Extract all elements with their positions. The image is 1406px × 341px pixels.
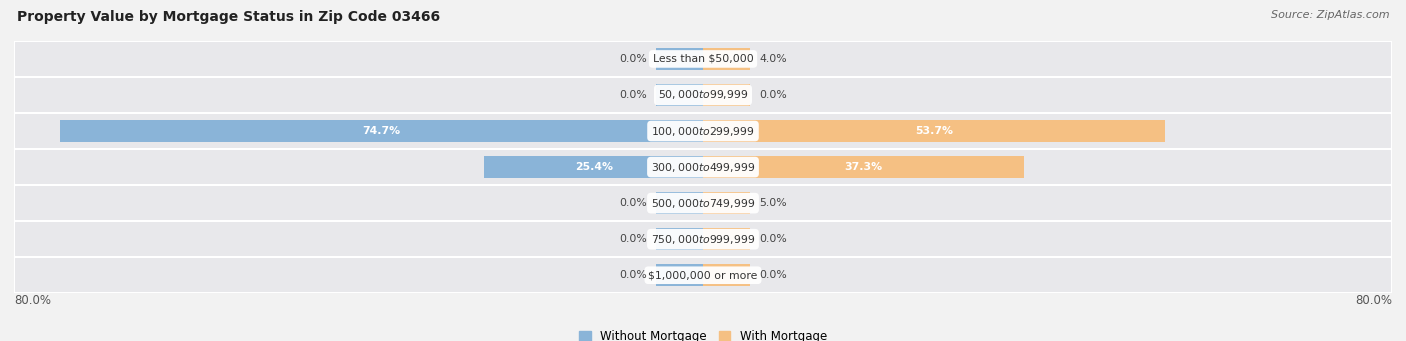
Text: 0.0%: 0.0% — [759, 90, 787, 100]
Text: 4.0%: 4.0% — [759, 54, 786, 64]
Text: 25.4%: 25.4% — [575, 162, 613, 172]
Bar — [59, 120, 703, 142]
Bar — [14, 41, 1392, 77]
Bar — [14, 77, 1392, 113]
Text: $500,000 to $749,999: $500,000 to $749,999 — [651, 197, 755, 210]
Text: 0.0%: 0.0% — [759, 270, 787, 280]
Text: 80.0%: 80.0% — [14, 294, 51, 307]
Bar — [703, 156, 1024, 178]
Text: 0.0%: 0.0% — [619, 234, 647, 244]
Bar — [655, 192, 703, 214]
Bar — [14, 149, 1392, 185]
Text: Less than $50,000: Less than $50,000 — [652, 54, 754, 64]
Text: 53.7%: 53.7% — [915, 126, 953, 136]
Text: 0.0%: 0.0% — [619, 198, 647, 208]
Bar — [14, 185, 1392, 221]
Bar — [484, 156, 703, 178]
Text: 37.3%: 37.3% — [845, 162, 883, 172]
Bar — [14, 113, 1392, 149]
Bar — [703, 84, 751, 106]
Bar — [655, 48, 703, 70]
Text: 80.0%: 80.0% — [1355, 294, 1392, 307]
Text: $100,000 to $299,999: $100,000 to $299,999 — [651, 124, 755, 137]
Text: 0.0%: 0.0% — [619, 54, 647, 64]
Bar — [703, 264, 751, 286]
Bar — [703, 192, 751, 214]
Text: Property Value by Mortgage Status in Zip Code 03466: Property Value by Mortgage Status in Zip… — [17, 10, 440, 24]
Text: 5.0%: 5.0% — [759, 198, 786, 208]
Bar — [14, 221, 1392, 257]
Text: $300,000 to $499,999: $300,000 to $499,999 — [651, 161, 755, 174]
Bar — [655, 264, 703, 286]
Bar — [14, 257, 1392, 293]
Bar — [655, 84, 703, 106]
Bar — [703, 120, 1166, 142]
Text: 0.0%: 0.0% — [619, 90, 647, 100]
Text: 74.7%: 74.7% — [363, 126, 401, 136]
Bar — [703, 48, 751, 70]
Text: $750,000 to $999,999: $750,000 to $999,999 — [651, 233, 755, 246]
Bar — [703, 228, 751, 250]
Bar — [655, 228, 703, 250]
Text: 0.0%: 0.0% — [619, 270, 647, 280]
Text: 0.0%: 0.0% — [759, 234, 787, 244]
Legend: Without Mortgage, With Mortgage: Without Mortgage, With Mortgage — [579, 330, 827, 341]
Text: $50,000 to $99,999: $50,000 to $99,999 — [658, 89, 748, 102]
Text: $1,000,000 or more: $1,000,000 or more — [648, 270, 758, 280]
Text: Source: ZipAtlas.com: Source: ZipAtlas.com — [1271, 10, 1389, 20]
